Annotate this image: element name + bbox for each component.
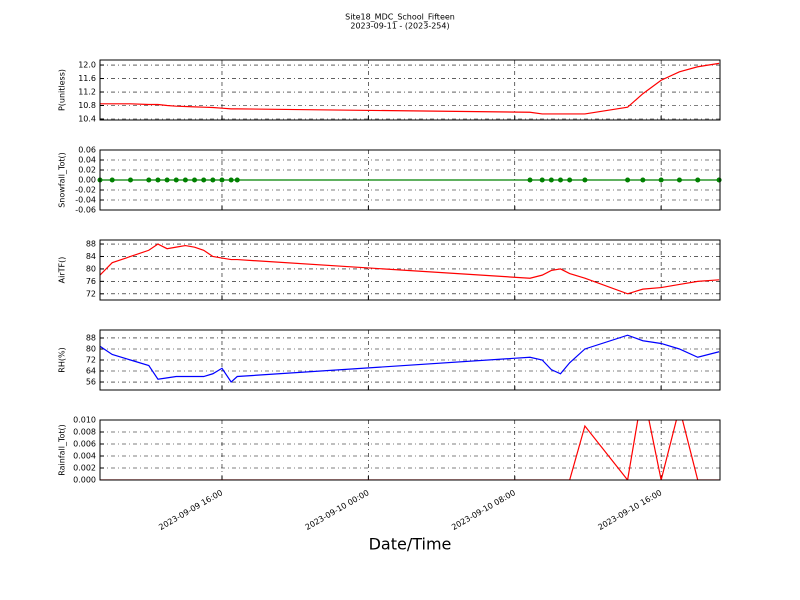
y-tick-label: 0.002	[73, 464, 96, 473]
x-axis-label: Date/Time	[369, 535, 452, 554]
data-point	[558, 177, 564, 183]
axes-frame	[99, 419, 721, 481]
data-point	[548, 177, 554, 183]
data-line	[100, 62, 720, 115]
y-tick-label: 0.004	[73, 452, 96, 461]
data-point	[640, 177, 646, 183]
data-point	[201, 177, 207, 183]
y-axis-label: P(unitless)	[58, 69, 67, 111]
data-line	[100, 334, 720, 383]
data-point	[539, 177, 545, 183]
y-tick-label: 0.06	[78, 146, 96, 155]
data-point	[676, 177, 682, 183]
data-point	[695, 177, 701, 183]
y-tick-label: 0.02	[78, 166, 96, 175]
chart-subtitle: 2023-09-11 - (2023-254)	[350, 22, 449, 31]
y-tick-label: -0.02	[75, 186, 96, 195]
y-tick-label: 88	[86, 240, 96, 249]
y-tick-label: 0.008	[73, 428, 96, 437]
y-tick-label: 84	[86, 252, 96, 261]
data-point	[146, 177, 152, 183]
x-tick-label: 2023-09-10 00:00	[304, 488, 371, 532]
y-tick-label: 72	[86, 289, 96, 298]
chart-title: Site18_MDC_School_Fifteen	[345, 13, 455, 22]
y-tick-label: 10.4	[78, 114, 96, 123]
y-axis-label: RH(%)	[58, 347, 67, 372]
data-point	[228, 177, 234, 183]
y-tick-label: -0.06	[75, 206, 96, 215]
y-axis-label: Snowfall_Tot()	[58, 152, 67, 208]
data-point	[716, 177, 722, 183]
y-tick-label: 80	[86, 344, 96, 353]
data-point	[155, 177, 161, 183]
y-tick-label: 12.0	[78, 61, 96, 70]
y-tick-label: 0.010	[73, 416, 96, 425]
y-tick-label: 11.6	[78, 74, 96, 83]
axes-frame	[99, 329, 721, 391]
y-tick-label: 88	[86, 333, 96, 342]
x-tick-label: 2023-09-09 16:00	[157, 488, 224, 532]
y-tick-label: 0.000	[73, 476, 96, 485]
y-tick-label: 10.8	[78, 101, 96, 110]
data-point	[127, 177, 133, 183]
data-point	[210, 177, 216, 183]
y-axis-label: AirTF()	[58, 257, 67, 284]
data-point	[182, 177, 188, 183]
y-tick-label: 72	[86, 356, 96, 365]
y-axis-label: Rainfall_Tot()	[58, 424, 67, 476]
axes-frame	[99, 59, 721, 121]
data-point	[164, 177, 170, 183]
data-point	[219, 177, 225, 183]
axes-frame	[99, 149, 721, 211]
data-point	[192, 177, 198, 183]
data-point	[658, 177, 664, 183]
y-tick-label: 56	[86, 378, 96, 387]
data-point	[582, 177, 588, 183]
y-tick-label: -0.04	[75, 196, 96, 205]
x-tick-label: 2023-09-10 16:00	[596, 488, 663, 532]
data-point	[567, 177, 573, 183]
data-point	[234, 177, 240, 183]
data-point	[625, 177, 631, 183]
y-tick-label: 0.00	[78, 176, 96, 185]
y-tick-label: 0.006	[73, 440, 96, 449]
axes-frame	[99, 239, 721, 301]
data-point	[527, 177, 533, 183]
y-tick-label: 0.04	[78, 156, 96, 165]
data-point	[173, 177, 179, 183]
data-line	[100, 420, 720, 480]
data-point	[109, 177, 115, 183]
y-tick-label: 80	[86, 264, 96, 273]
y-tick-label: 64	[86, 367, 96, 376]
y-tick-label: 76	[86, 277, 96, 286]
data-line	[100, 243, 720, 295]
y-tick-label: 11.2	[78, 88, 96, 97]
x-tick-label: 2023-09-10 08:00	[450, 488, 517, 532]
